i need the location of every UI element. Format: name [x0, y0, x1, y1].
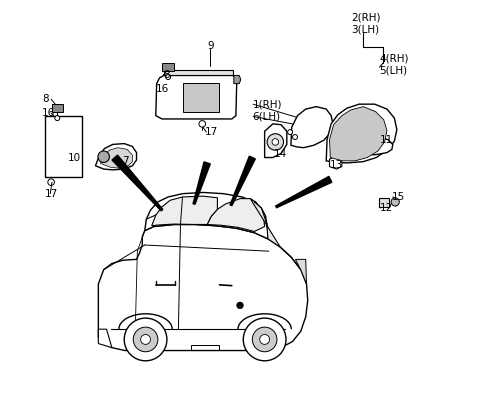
Polygon shape — [112, 155, 163, 211]
Polygon shape — [207, 199, 264, 232]
Circle shape — [243, 318, 286, 361]
Text: 11: 11 — [380, 135, 393, 145]
Polygon shape — [100, 147, 132, 168]
Polygon shape — [96, 144, 136, 170]
Circle shape — [237, 302, 243, 309]
Text: 8: 8 — [163, 70, 169, 80]
Polygon shape — [45, 117, 82, 177]
Circle shape — [55, 116, 60, 121]
Circle shape — [166, 75, 170, 80]
Polygon shape — [291, 107, 333, 147]
Text: 16: 16 — [42, 108, 55, 118]
Circle shape — [260, 335, 270, 344]
Circle shape — [292, 135, 298, 140]
Polygon shape — [329, 107, 387, 161]
Text: 3(LH): 3(LH) — [351, 24, 379, 35]
Circle shape — [141, 335, 151, 344]
Polygon shape — [193, 162, 210, 204]
Polygon shape — [145, 192, 268, 239]
Polygon shape — [152, 196, 217, 226]
Polygon shape — [234, 75, 241, 84]
Circle shape — [288, 130, 292, 135]
Text: 12: 12 — [380, 203, 393, 213]
Text: 5(LH): 5(LH) — [380, 66, 408, 75]
Text: 17: 17 — [45, 189, 58, 199]
Text: 17: 17 — [205, 127, 218, 137]
Polygon shape — [329, 157, 342, 169]
Polygon shape — [156, 75, 237, 119]
Polygon shape — [98, 329, 112, 348]
Text: 9: 9 — [207, 41, 214, 51]
Text: 2(RH): 2(RH) — [351, 12, 380, 22]
Text: 1(RH): 1(RH) — [252, 99, 282, 109]
Polygon shape — [164, 70, 233, 75]
Polygon shape — [182, 83, 219, 112]
Text: 4(RH): 4(RH) — [380, 53, 409, 63]
Text: 13: 13 — [329, 160, 343, 170]
Text: 10: 10 — [68, 152, 81, 163]
Text: 6(LH): 6(LH) — [252, 112, 280, 122]
Circle shape — [267, 134, 284, 150]
Polygon shape — [230, 156, 255, 206]
Polygon shape — [52, 104, 62, 112]
Polygon shape — [98, 225, 308, 351]
Polygon shape — [342, 137, 393, 154]
Polygon shape — [276, 176, 332, 208]
Circle shape — [272, 139, 278, 145]
Circle shape — [133, 327, 158, 352]
Circle shape — [98, 151, 109, 162]
Polygon shape — [264, 124, 287, 157]
Text: 16: 16 — [156, 84, 169, 94]
Polygon shape — [162, 63, 174, 71]
Circle shape — [124, 318, 167, 361]
Circle shape — [391, 198, 399, 206]
Text: 8: 8 — [42, 94, 48, 104]
Polygon shape — [295, 260, 307, 284]
Polygon shape — [250, 199, 280, 247]
Text: 15: 15 — [392, 192, 405, 202]
Text: 7: 7 — [122, 156, 129, 166]
Polygon shape — [379, 198, 389, 207]
Circle shape — [252, 327, 277, 352]
Text: 14: 14 — [274, 149, 287, 159]
Polygon shape — [326, 104, 397, 163]
